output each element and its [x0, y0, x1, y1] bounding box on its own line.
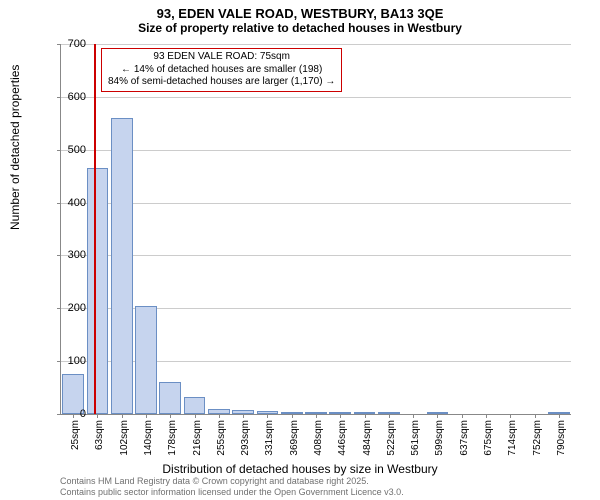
xtick-label: 216sqm — [192, 420, 203, 460]
xtick-label: 752sqm — [532, 420, 543, 460]
xtick — [219, 414, 220, 418]
footer-line2: Contains public sector information licen… — [60, 487, 404, 498]
xtick-label: 790sqm — [556, 420, 567, 460]
xtick-label: 408sqm — [313, 420, 324, 460]
subtitle: Size of property relative to detached ho… — [0, 21, 600, 35]
ytick-label: 400 — [46, 197, 86, 209]
xtick-label: 25sqm — [70, 420, 81, 460]
xtick — [462, 414, 463, 418]
ytick-label: 0 — [46, 408, 86, 420]
main-title: 93, EDEN VALE ROAD, WESTBURY, BA13 3QE — [0, 6, 600, 21]
xtick — [195, 414, 196, 418]
gridline — [61, 44, 571, 45]
histogram-bar — [159, 382, 181, 414]
xtick-label: 255sqm — [216, 420, 227, 460]
xtick-label: 561sqm — [410, 420, 421, 460]
xtick — [559, 414, 560, 418]
annotation-box: 93 EDEN VALE ROAD: 75sqm ← 14% of detach… — [101, 48, 342, 92]
ytick-label: 500 — [46, 144, 86, 156]
histogram-bar — [135, 306, 157, 414]
ytick-label: 700 — [46, 38, 86, 50]
annotation-line1: 93 EDEN VALE ROAD: 75sqm — [108, 51, 335, 64]
xtick-label: 140sqm — [143, 420, 154, 460]
xtick-label: 331sqm — [264, 420, 275, 460]
plot-area: 93 EDEN VALE ROAD: 75sqm ← 14% of detach… — [60, 44, 571, 415]
xtick — [292, 414, 293, 418]
x-axis-label: Distribution of detached houses by size … — [0, 462, 600, 476]
gridline — [61, 150, 571, 151]
histogram-bar — [184, 397, 206, 414]
xtick-label: 675sqm — [483, 420, 494, 460]
xtick-label: 599sqm — [434, 420, 445, 460]
xtick — [97, 414, 98, 418]
histogram-bar — [87, 168, 109, 414]
footer: Contains HM Land Registry data © Crown c… — [60, 476, 404, 498]
ytick-label: 600 — [46, 91, 86, 103]
xtick-label: 484sqm — [362, 420, 373, 460]
ytick-label: 100 — [46, 355, 86, 367]
xtick-label: 522sqm — [386, 420, 397, 460]
gridline — [61, 203, 571, 204]
ytick-label: 300 — [46, 249, 86, 261]
annotation-line2: ← 14% of detached houses are smaller (19… — [108, 64, 335, 77]
xtick-label: 102sqm — [119, 420, 130, 460]
ytick-label: 200 — [46, 302, 86, 314]
xtick — [389, 414, 390, 418]
xtick — [340, 414, 341, 418]
chart-container: 93, EDEN VALE ROAD, WESTBURY, BA13 3QE S… — [0, 0, 600, 500]
xtick — [267, 414, 268, 418]
xtick — [243, 414, 244, 418]
xtick — [535, 414, 536, 418]
xtick — [365, 414, 366, 418]
xtick-label: 178sqm — [167, 420, 178, 460]
footer-line1: Contains HM Land Registry data © Crown c… — [60, 476, 404, 487]
xtick-label: 637sqm — [459, 420, 470, 460]
xtick — [437, 414, 438, 418]
y-axis-label: Number of detached properties — [8, 65, 22, 230]
reference-line — [94, 44, 96, 414]
xtick-label: 293sqm — [240, 420, 251, 460]
xtick — [146, 414, 147, 418]
xtick — [316, 414, 317, 418]
annotation-line3: 84% of semi-detached houses are larger (… — [108, 76, 335, 89]
xtick-label: 369sqm — [289, 420, 300, 460]
xtick — [510, 414, 511, 418]
xtick-label: 63sqm — [94, 420, 105, 460]
histogram-bar — [111, 118, 133, 414]
xtick — [413, 414, 414, 418]
xtick-label: 446sqm — [337, 420, 348, 460]
xtick — [170, 414, 171, 418]
gridline — [61, 255, 571, 256]
xtick-label: 714sqm — [507, 420, 518, 460]
xtick — [486, 414, 487, 418]
title-block: 93, EDEN VALE ROAD, WESTBURY, BA13 3QE S… — [0, 0, 600, 35]
xtick — [122, 414, 123, 418]
gridline — [61, 97, 571, 98]
